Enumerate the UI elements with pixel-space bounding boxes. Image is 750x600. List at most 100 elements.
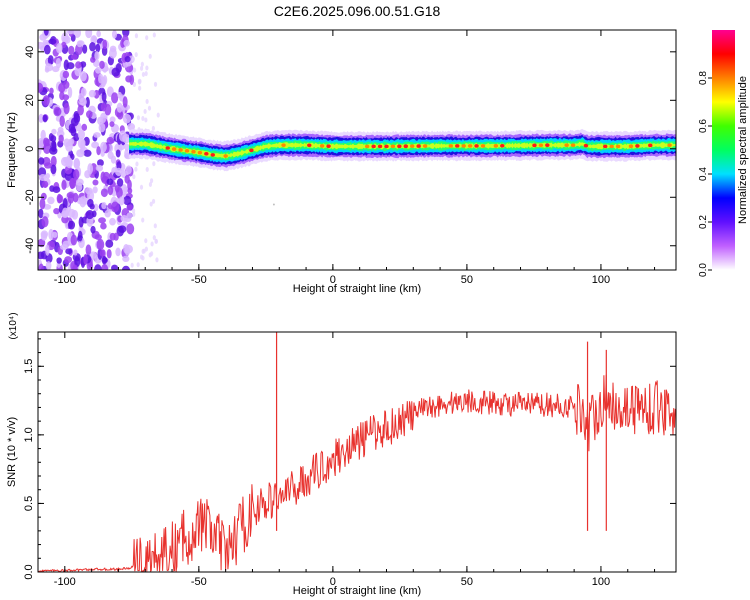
noise-blob: [107, 151, 114, 160]
noise-blob: [73, 169, 80, 180]
noise-blob: [66, 30, 75, 35]
signal-peak: [648, 143, 653, 148]
noise-blob: [99, 60, 105, 69]
noise-blob: [152, 32, 156, 38]
noise-blob: [55, 42, 63, 54]
noise-blob: [50, 164, 57, 175]
noise-blob: [118, 225, 127, 233]
noise-blob: [101, 76, 107, 87]
snr-frame: [37, 331, 677, 573]
noise-blob: [43, 30, 49, 36]
noise-blob: [152, 161, 156, 167]
noise-blob: [101, 46, 108, 56]
noise-blob: [95, 164, 104, 172]
snr-x-tick-label: -100: [54, 576, 76, 588]
noise-blob: [132, 67, 137, 73]
signal-peak: [461, 144, 466, 148]
noise-blob: [120, 38, 125, 48]
signal-peak: [467, 144, 473, 148]
noise-blob: [59, 115, 65, 128]
noise-blob: [89, 41, 96, 52]
noise-blob: [96, 146, 101, 156]
noise-blob: [151, 125, 155, 131]
signal-peak: [165, 146, 170, 150]
noise-blob: [67, 86, 73, 98]
noise-blob: [70, 117, 79, 127]
noise-blob: [153, 81, 158, 87]
noise-blob: [127, 122, 136, 131]
snr-marks: [38, 332, 676, 572]
noise-blob: [111, 67, 120, 77]
noise-blob: [73, 157, 81, 170]
noise-blob: [141, 217, 145, 223]
signal-peak: [210, 153, 215, 157]
signal-peak: [448, 144, 454, 148]
noise-blob: [45, 244, 50, 256]
signal-peak: [583, 143, 589, 148]
signal-peak: [609, 144, 614, 149]
noise-blob: [62, 197, 68, 209]
noise-blob: [61, 179, 67, 191]
noise-blob: [132, 174, 136, 180]
snr-y-axis-label: SNR (10 * v/v): [6, 417, 18, 487]
noise-blob: [74, 255, 81, 268]
noise-blob: [100, 222, 107, 230]
noise-blob: [51, 128, 57, 135]
noise-blob: [116, 102, 123, 113]
noise-blob: [100, 188, 108, 198]
noise-blob: [56, 193, 63, 204]
noise-blob: [61, 207, 69, 218]
noise-blob: [78, 216, 84, 228]
spectrogram-y-tick-label: 0: [24, 146, 36, 152]
noise-blob: [55, 57, 62, 69]
noise-blob: [56, 257, 62, 264]
noise-blob: [41, 180, 49, 188]
signal-peak: [204, 151, 209, 156]
noise-blob: [135, 161, 139, 167]
noise-blob: [99, 249, 105, 257]
noise-blob: [95, 66, 102, 74]
noise-blob: [115, 247, 121, 257]
noise-blob: [92, 36, 98, 43]
noise-blob: [105, 239, 114, 248]
snr-y-multiplier: (x10⁴): [8, 312, 19, 339]
noise-blob: [144, 238, 148, 244]
spectrogram-x-ticks: -100 -50 0 50 100: [37, 30, 656, 286]
noise-blob: [116, 187, 123, 199]
noise-blob: [96, 30, 101, 38]
noise-blob: [144, 71, 148, 77]
signal-peak: [564, 143, 569, 147]
noise-blob: [141, 255, 145, 261]
noise-blob: [124, 149, 129, 159]
signal-peak: [319, 144, 325, 148]
noise-blob: [121, 265, 130, 270]
noise-blob: [67, 194, 74, 204]
signal-peak: [307, 143, 312, 148]
noise-blob: [145, 65, 149, 71]
noise-blob: [109, 217, 116, 226]
signal-peak: [493, 144, 499, 148]
noise-blob: [42, 95, 50, 107]
noise-blob: [118, 196, 125, 206]
noise-blob: [98, 122, 106, 133]
signal-peak: [538, 143, 544, 148]
spectrogram-frame: [37, 29, 677, 271]
noise-blob: [87, 163, 94, 175]
noise-blob: [58, 134, 64, 143]
signal-peak: [184, 149, 190, 153]
signal-peak: [249, 148, 254, 153]
noise-blob: [90, 56, 96, 63]
noise-blob: [45, 261, 52, 270]
noise-blob: [75, 178, 84, 186]
signal-peak: [635, 144, 640, 148]
noise-blob: [142, 248, 146, 254]
noise-blob: [45, 63, 54, 72]
noise-blob: [76, 40, 83, 48]
snr-y-tick-label: 0.0: [23, 564, 35, 579]
noise-blob: [111, 92, 119, 104]
signal-peak: [422, 144, 428, 148]
signal-peak: [371, 144, 376, 149]
signal-peak: [281, 143, 286, 147]
noise-blob: [156, 112, 160, 118]
noise-blob: [73, 249, 78, 256]
